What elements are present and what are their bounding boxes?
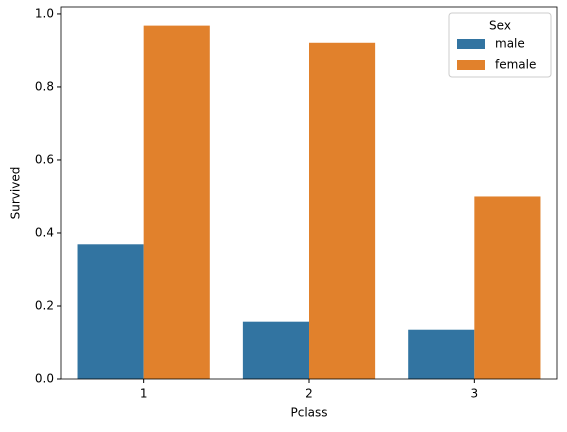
y-tick-label: 0.6 bbox=[35, 152, 54, 166]
y-tick-label: 0.8 bbox=[35, 79, 54, 93]
bar bbox=[242, 321, 309, 379]
bar bbox=[143, 25, 210, 379]
y-tick-label: 0.2 bbox=[35, 298, 54, 312]
y-tick-label: 0.0 bbox=[35, 372, 54, 386]
bar bbox=[408, 329, 475, 379]
y-axis-label: Survived bbox=[9, 167, 23, 220]
legend-swatch bbox=[457, 39, 485, 49]
x-tick-label: 3 bbox=[471, 387, 479, 401]
bar bbox=[77, 244, 144, 379]
x-tick-label: 2 bbox=[305, 387, 313, 401]
legend-label: male bbox=[495, 37, 525, 51]
bar bbox=[309, 42, 376, 380]
y-tick-label: 0.4 bbox=[35, 225, 54, 239]
bar bbox=[474, 196, 541, 379]
legend-label: female bbox=[495, 58, 536, 72]
legend-swatch bbox=[457, 60, 485, 70]
legend-title: Sex bbox=[489, 19, 511, 33]
y-tick-label: 1.0 bbox=[35, 6, 54, 20]
x-tick-label: 1 bbox=[140, 387, 148, 401]
x-axis-label: Pclass bbox=[290, 406, 327, 420]
axes-frame bbox=[60, 6, 558, 380]
